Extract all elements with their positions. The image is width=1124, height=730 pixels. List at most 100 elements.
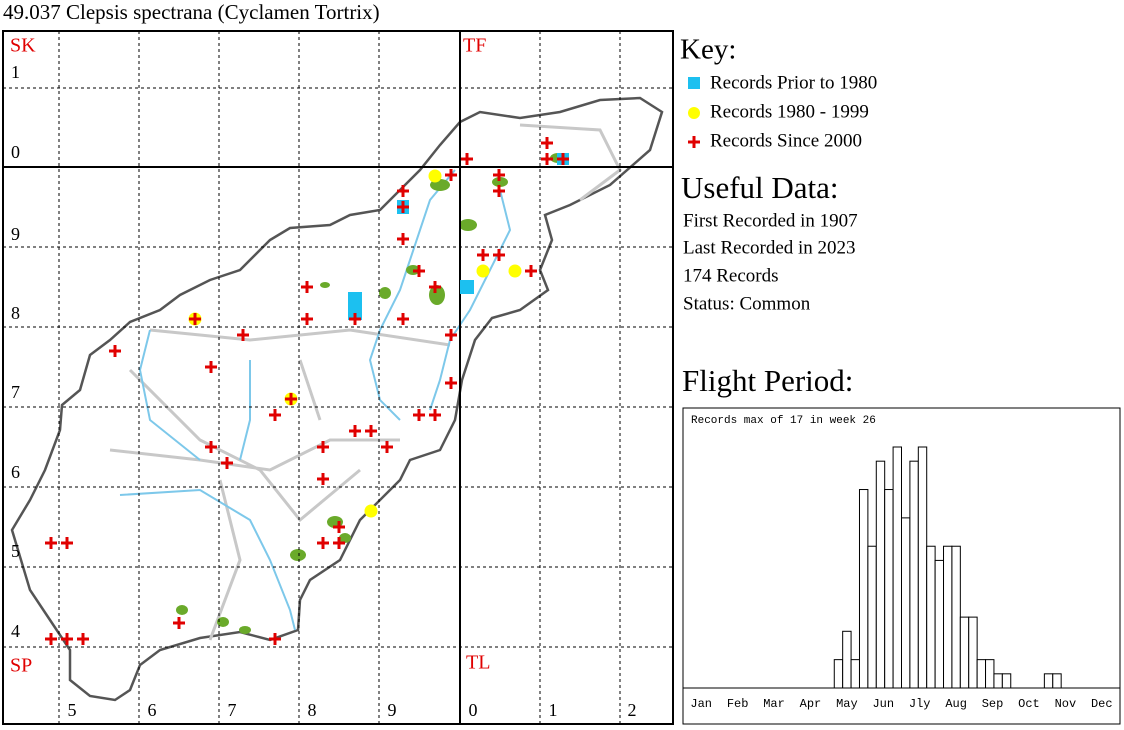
record-since-2000 xyxy=(333,537,345,549)
bar xyxy=(909,460,919,689)
bar xyxy=(867,545,877,689)
chart-title: Records max of 17 in week 26 xyxy=(691,415,876,427)
key-item: Records Prior to 1980 xyxy=(710,72,877,93)
easting-label: 7 xyxy=(228,700,237,720)
record-since-2000 xyxy=(317,473,329,485)
northing-label: 5 xyxy=(11,541,20,561)
bar xyxy=(1043,673,1054,689)
northing-label: 1 xyxy=(11,62,20,82)
flight-heading: Flight Period: xyxy=(682,363,853,398)
record-since-2000 xyxy=(61,633,73,645)
record-since-2000 xyxy=(77,633,89,645)
record-since-2000 xyxy=(541,137,553,149)
bar xyxy=(858,489,869,689)
key: Key: Records Prior to 1980 Records 1980 … xyxy=(680,34,877,152)
record-1980-1999 xyxy=(428,169,442,183)
square-label: TF xyxy=(463,35,486,57)
record-since-2000 xyxy=(413,409,425,421)
bar xyxy=(1001,673,1012,689)
bar xyxy=(976,659,987,689)
page-title: 49.037 Clepsis spectrana (Cyclamen Tortr… xyxy=(3,0,380,24)
rivers xyxy=(119,169,512,631)
record-since-2000 xyxy=(317,441,329,453)
record-since-2000 xyxy=(541,153,553,165)
record-since-2000 xyxy=(349,425,361,437)
square-label: SP xyxy=(10,655,32,677)
northing-label: 6 xyxy=(11,462,20,482)
county-outline xyxy=(10,96,664,702)
record-since-2000 xyxy=(493,169,505,181)
record-since-2000 xyxy=(381,441,393,453)
record-since-2000 xyxy=(205,441,217,453)
month-label: Apr xyxy=(800,697,822,711)
record-since-2000 xyxy=(269,633,281,645)
record-since-2000 xyxy=(461,153,473,165)
record-since-2000 xyxy=(333,521,345,533)
record-since-2000 xyxy=(445,329,457,341)
record-since-2000 xyxy=(285,393,297,405)
record-since-2000 xyxy=(445,169,457,181)
record-1980-1999 xyxy=(476,264,490,278)
month-label: Dec xyxy=(1091,697,1113,711)
record-since-2000 xyxy=(301,313,313,325)
month-label: May xyxy=(836,697,858,711)
record-since-2000 xyxy=(173,617,185,629)
record-pre-1980 xyxy=(348,292,362,320)
month-label: Nov xyxy=(1055,697,1077,711)
record-since-2000 xyxy=(301,281,313,293)
record-since-2000 xyxy=(61,537,73,549)
key-swatch xyxy=(688,107,700,119)
bar xyxy=(875,460,886,689)
record-since-2000 xyxy=(413,265,425,277)
map-frame xyxy=(2,30,674,725)
map xyxy=(2,30,674,725)
record-1980-1999 xyxy=(508,264,522,278)
record-since-2000 xyxy=(557,153,569,165)
bar xyxy=(993,673,1003,689)
key-heading: Key: xyxy=(680,34,736,66)
record-pre-1980 xyxy=(460,280,474,294)
bar xyxy=(892,446,902,689)
northing-label: 8 xyxy=(11,303,20,323)
northing-label: 9 xyxy=(11,224,20,244)
bar xyxy=(917,446,928,689)
easting-label: 1 xyxy=(549,700,558,720)
month-label: Jan xyxy=(690,697,712,711)
northing-label: 0 xyxy=(11,142,20,162)
record-since-2000 xyxy=(477,249,489,261)
record-since-2000 xyxy=(269,409,281,421)
record-since-2000 xyxy=(397,233,409,245)
useful-line: Status: Common xyxy=(683,293,811,314)
bar xyxy=(985,659,995,689)
record-since-2000 xyxy=(189,313,201,325)
map-markers xyxy=(45,137,569,645)
record-since-2000 xyxy=(45,633,57,645)
record-since-2000 xyxy=(349,313,361,325)
easting-label: 6 xyxy=(148,700,157,720)
useful-line: First Recorded in 1907 xyxy=(683,210,858,231)
record-since-2000 xyxy=(221,457,233,469)
useful-data: Useful Data: First Recorded in 1907 Last… xyxy=(681,170,858,314)
record-since-2000 xyxy=(365,425,377,437)
record-since-2000 xyxy=(525,265,537,277)
record-since-2000 xyxy=(397,313,409,325)
bar xyxy=(1052,673,1062,689)
easting-label: 5 xyxy=(68,700,77,720)
square-label: SK xyxy=(10,35,36,57)
bar xyxy=(968,616,978,689)
month-label: Feb xyxy=(727,697,749,711)
bar xyxy=(901,517,911,689)
bar xyxy=(926,545,936,689)
easting-label: 8 xyxy=(308,700,317,720)
month-label: Jly xyxy=(909,697,931,711)
bar xyxy=(884,489,894,689)
record-since-2000 xyxy=(493,185,505,197)
bar xyxy=(850,659,860,689)
record-since-2000 xyxy=(429,409,441,421)
northing-label: 7 xyxy=(11,382,20,402)
bar xyxy=(959,616,970,689)
record-1980-1999 xyxy=(364,504,378,518)
bar xyxy=(951,545,961,689)
